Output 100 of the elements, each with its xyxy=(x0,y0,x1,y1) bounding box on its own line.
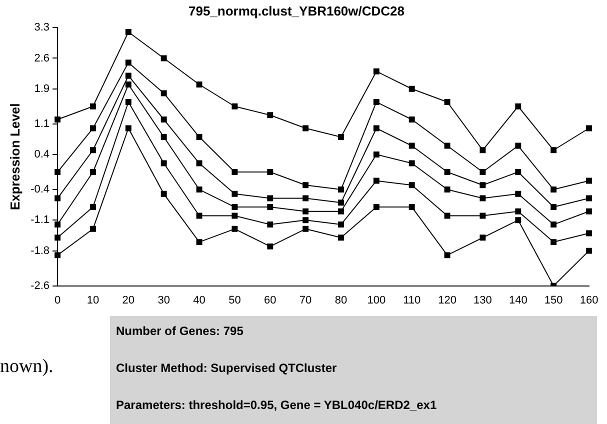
point xyxy=(302,217,309,224)
x-tick-label: 40 xyxy=(193,294,206,306)
point xyxy=(54,252,61,258)
point xyxy=(232,212,238,219)
point xyxy=(373,99,380,105)
point xyxy=(515,169,522,175)
x-tick-label: 120 xyxy=(438,294,456,306)
point xyxy=(160,55,167,62)
x-tick-label: 50 xyxy=(228,294,241,306)
point xyxy=(125,72,132,79)
point xyxy=(302,125,309,132)
point xyxy=(338,134,344,140)
x-tick-label: 10 xyxy=(86,294,100,306)
y-tick-label: -1.8 xyxy=(30,244,50,257)
point xyxy=(444,169,450,175)
point xyxy=(480,195,486,202)
point xyxy=(302,208,309,214)
point xyxy=(90,226,96,232)
point xyxy=(515,217,522,224)
point xyxy=(196,82,202,88)
x-tick-label: 140 xyxy=(508,294,528,306)
point xyxy=(550,239,557,246)
y-tick-label: -1.1 xyxy=(30,214,50,226)
x-tick-label: 0 xyxy=(54,294,61,306)
point xyxy=(550,186,557,192)
point xyxy=(515,208,522,214)
point xyxy=(338,234,344,241)
point xyxy=(232,169,238,175)
x-tick-label: 160 xyxy=(580,294,598,306)
point xyxy=(444,142,450,149)
point xyxy=(196,212,202,219)
point xyxy=(90,169,96,175)
point xyxy=(54,234,61,241)
point xyxy=(586,125,592,132)
point xyxy=(232,103,238,110)
point xyxy=(373,152,380,158)
point xyxy=(408,116,415,122)
text: Number of Genes: 795 xyxy=(116,324,244,338)
x-tick-label: 60 xyxy=(264,294,276,306)
point xyxy=(408,204,415,210)
point xyxy=(54,195,61,202)
y-tick-label: 0.4 xyxy=(34,148,50,161)
point xyxy=(586,195,592,202)
point xyxy=(444,252,450,258)
y-tick-label: 1.1 xyxy=(34,118,50,130)
point xyxy=(408,182,415,188)
point xyxy=(408,142,415,149)
point xyxy=(160,90,167,96)
point xyxy=(373,178,380,184)
point xyxy=(267,243,274,250)
point xyxy=(302,195,309,202)
point xyxy=(586,208,592,214)
point xyxy=(125,29,132,35)
point xyxy=(586,230,592,236)
x-tick-label: 30 xyxy=(158,294,170,306)
point xyxy=(550,222,557,228)
text: Parameters: threshold=0.95, Gene = YBL040c/ERD2_ex1 xyxy=(116,398,437,412)
point xyxy=(515,142,522,149)
point xyxy=(373,204,380,210)
point xyxy=(267,204,274,210)
point xyxy=(90,204,96,210)
point xyxy=(373,125,380,132)
point xyxy=(338,208,344,214)
chart-title: 795_normq.clust_YBR160w/CDC28 xyxy=(188,3,405,18)
point xyxy=(408,86,415,92)
point xyxy=(408,160,415,166)
point xyxy=(160,116,167,122)
y-tick-label: -0.4 xyxy=(30,184,50,196)
point xyxy=(302,226,309,232)
point xyxy=(302,182,309,188)
point xyxy=(338,200,344,206)
point xyxy=(373,68,380,74)
point xyxy=(232,190,238,197)
point xyxy=(586,248,592,254)
point xyxy=(515,190,522,197)
point xyxy=(54,169,61,175)
point xyxy=(160,134,167,140)
point xyxy=(480,147,486,154)
point xyxy=(160,160,167,166)
point xyxy=(267,195,274,202)
x-tick-label: 70 xyxy=(299,294,312,306)
text: Cluster Method: Supervised QTCluster xyxy=(116,361,337,375)
point xyxy=(267,112,274,118)
point xyxy=(232,226,238,232)
point xyxy=(586,178,592,184)
point xyxy=(54,116,61,122)
point xyxy=(196,186,202,192)
point xyxy=(480,169,486,175)
point xyxy=(550,204,557,210)
point xyxy=(160,190,167,197)
point xyxy=(480,234,486,241)
y-tick-label: 2.6 xyxy=(34,52,50,64)
point xyxy=(267,169,274,175)
point xyxy=(515,103,522,110)
point xyxy=(125,60,132,66)
point xyxy=(90,125,96,132)
point xyxy=(338,186,344,192)
y-tick-label: 3.3 xyxy=(34,22,50,34)
point xyxy=(125,99,132,105)
point xyxy=(338,222,344,228)
